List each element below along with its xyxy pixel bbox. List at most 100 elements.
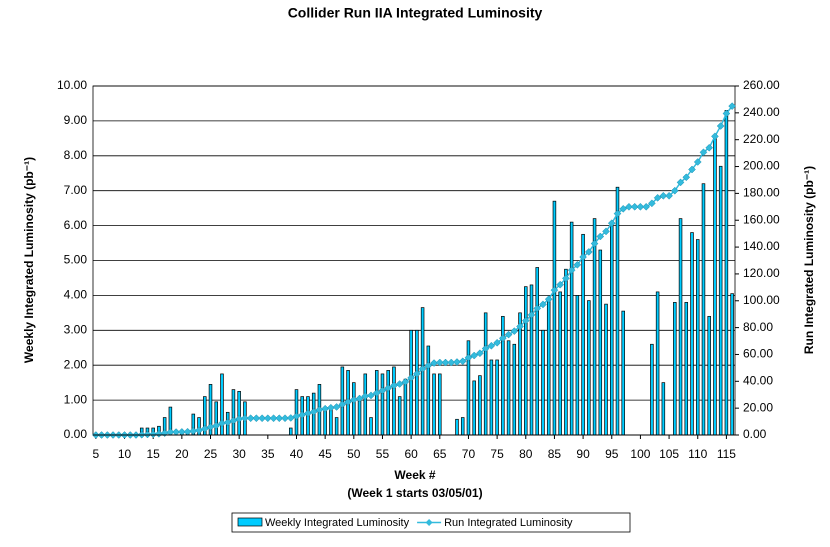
x-tick-label: 95 — [605, 447, 619, 461]
bar — [541, 329, 545, 436]
marker — [636, 202, 645, 211]
bar — [214, 401, 218, 436]
marker — [252, 414, 261, 423]
y-tick-label: 5.00 — [64, 253, 88, 267]
bar — [334, 417, 339, 436]
marker — [407, 373, 415, 382]
marker — [241, 414, 249, 423]
bar — [684, 302, 689, 436]
bar — [610, 221, 614, 436]
marker — [556, 280, 565, 289]
y-tick-label: 8.00 — [64, 148, 88, 162]
x-tick-label: 85 — [548, 447, 562, 461]
bar — [506, 340, 511, 436]
x-tick-label: 115 — [717, 447, 736, 461]
marker — [728, 102, 736, 110]
marker — [200, 424, 209, 433]
marker — [441, 358, 450, 367]
bar — [294, 389, 299, 436]
marker — [619, 204, 628, 213]
y-tick-label: 2.00 — [64, 357, 88, 371]
x-tick-label: 60 — [404, 447, 418, 461]
marker — [143, 430, 152, 439]
x-tick-label: 100 — [630, 447, 650, 461]
bar — [512, 343, 517, 436]
y2-tick-label: 60.00 — [743, 347, 773, 361]
y2-axis-title: Run Integrated Luminosity (pb⁻¹) — [802, 166, 816, 354]
marker — [670, 186, 679, 195]
marker — [458, 357, 467, 366]
bar — [289, 427, 293, 436]
bar — [455, 418, 459, 436]
x-tick-label: 75 — [490, 447, 504, 461]
marker — [487, 341, 496, 350]
marker — [682, 173, 691, 182]
marker — [281, 414, 289, 423]
marker — [424, 361, 433, 370]
bar — [426, 345, 431, 436]
marker — [367, 391, 375, 400]
marker — [722, 109, 731, 118]
bar — [678, 218, 683, 436]
marker — [378, 386, 387, 395]
marker — [516, 322, 524, 331]
bar — [707, 315, 711, 436]
x-tick-label: 55 — [376, 447, 390, 461]
y2-tick-label: 240.00 — [743, 105, 780, 119]
bar — [575, 295, 580, 436]
bar — [231, 389, 236, 436]
marker — [648, 199, 656, 208]
y2-tick-label: 260.00 — [743, 78, 780, 92]
bar — [558, 291, 562, 436]
x-tick-label: 50 — [347, 447, 361, 461]
marker — [693, 158, 702, 166]
marker — [676, 178, 685, 187]
marker — [447, 358, 456, 367]
marker — [229, 416, 238, 425]
x-tick-label: 80 — [519, 447, 533, 461]
bar — [495, 359, 499, 436]
bar — [409, 329, 413, 436]
marker — [510, 327, 519, 335]
marker — [401, 377, 410, 386]
bar — [587, 300, 591, 436]
bar — [615, 186, 620, 436]
marker — [544, 295, 553, 304]
marker — [493, 338, 501, 347]
y2-tick-label: 0.00 — [743, 427, 767, 441]
bar — [564, 268, 568, 436]
marker — [275, 414, 284, 423]
bar — [604, 303, 608, 436]
marker — [590, 239, 599, 248]
marker — [573, 260, 582, 269]
marker — [504, 330, 513, 339]
bar — [483, 312, 488, 436]
marker — [172, 428, 180, 436]
marker — [498, 334, 507, 343]
x-tick-label: 90 — [576, 447, 590, 461]
x-tick-label: 5 — [93, 447, 100, 461]
bar — [552, 200, 557, 436]
bar — [380, 373, 385, 436]
marker — [705, 143, 714, 152]
marker — [223, 418, 232, 427]
marker — [332, 403, 341, 411]
bar — [695, 239, 700, 436]
y2-tick-label: 40.00 — [743, 373, 773, 387]
marker — [596, 232, 605, 241]
x-tick-label: 30 — [232, 447, 246, 461]
x-tick-label: 40 — [290, 447, 304, 461]
x-tick-label: 70 — [462, 447, 476, 461]
marker — [430, 359, 438, 367]
bar — [518, 312, 522, 436]
x-tick-label: 25 — [204, 447, 218, 461]
marker — [212, 421, 221, 430]
bar — [369, 417, 373, 436]
marker — [263, 414, 272, 423]
marker — [716, 122, 725, 130]
marker — [613, 209, 622, 218]
bar — [460, 417, 465, 436]
y2-tick-label: 120.00 — [743, 266, 780, 280]
y-axis-title: Weekly Integrated Luminosity (pb⁻¹) — [22, 157, 36, 363]
x-tick-label: 65 — [433, 447, 447, 461]
